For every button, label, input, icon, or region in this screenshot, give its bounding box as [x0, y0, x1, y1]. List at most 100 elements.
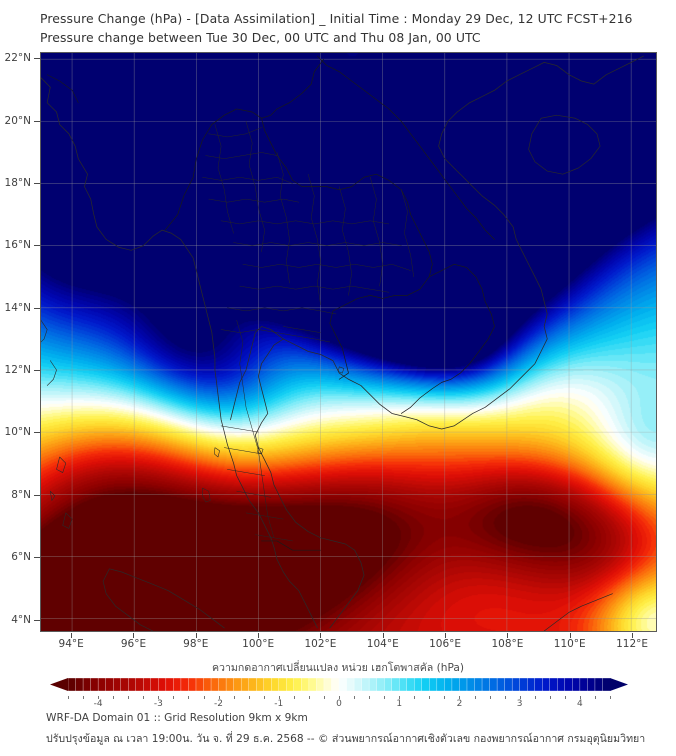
colorbar-minor-tick — [534, 696, 536, 699]
longitude-tick-mark — [195, 633, 197, 638]
longitude-tick-label: 100°E — [242, 638, 275, 650]
longitude-tick-label: 108°E — [491, 638, 524, 650]
colorbar-tick-label: 2 — [456, 699, 463, 709]
latitude-tick-mark — [34, 58, 40, 60]
province-boundary — [242, 264, 411, 271]
province-boundary — [401, 189, 414, 277]
pressure-change-heatmap — [41, 53, 656, 631]
colorbar-minor-tick — [444, 696, 446, 699]
latitude-tick-label: 18°N — [4, 176, 31, 189]
island-nicobar-m — [49, 490, 56, 501]
island-nicobar-s — [62, 512, 73, 529]
longitude-tick-mark — [258, 633, 260, 638]
colorbar-minor-tick — [414, 696, 416, 699]
colorbar-minor-tick — [308, 696, 310, 699]
colorbar-minor-tick — [278, 696, 280, 699]
colorbar-minor-tick — [263, 696, 265, 699]
coastline-sumatra-nw — [102, 568, 154, 631]
colorbar-minor-tick — [489, 696, 491, 699]
border-myanmar-laos-china — [164, 58, 325, 231]
coastline-vietnam-south-china-sea — [282, 55, 644, 430]
latitude-tick-mark — [34, 494, 40, 496]
colorbar-tick-label: 1 — [396, 699, 403, 709]
latitude-tick-mark — [34, 432, 40, 434]
longitude-tick-mark — [382, 633, 384, 638]
latitude-axis: 4°N 6°N 8°N 10°N 12°N 14°N 16°N 18°N 20°N 22°N — [0, 52, 40, 632]
island-andaman-n — [41, 319, 48, 343]
coastline-borneo-nw — [543, 593, 613, 631]
colorbar-tick-label: 3 — [516, 699, 523, 709]
longitude-tick-mark — [71, 633, 73, 638]
longitude-tick-mark — [320, 633, 322, 638]
colorbar-minor-tick — [474, 696, 476, 699]
colorbar-minor-tick — [579, 696, 581, 699]
colorbar-minor-tick — [128, 696, 130, 699]
colorbar-minor-tick — [354, 696, 356, 699]
colorbar-minor-tick — [188, 696, 190, 699]
colorbar-tick-label: -2 — [214, 699, 224, 709]
latitude-tick-mark — [34, 619, 40, 621]
colorbar-minor-tick — [248, 696, 250, 699]
province-boundary — [220, 220, 390, 225]
coastline-andaman-west — [41, 77, 318, 629]
latitude-tick-label: 22°N — [4, 52, 31, 65]
latitude-tick-label: 20°N — [4, 114, 31, 127]
longitude-tick-label: 104°E — [366, 638, 399, 650]
footer-credit: ปรับปรุงข้อมูล ณ เวลา 19:00น. วัน จ. ที่… — [46, 733, 646, 745]
colorbar-min-arrow — [50, 678, 68, 691]
border-bangladesh-myanmar — [46, 74, 79, 104]
colorbar-minor-tick — [504, 696, 506, 699]
colorbar-minor-tick — [369, 696, 371, 699]
province-boundary — [224, 447, 262, 455]
colorbar-max-arrow — [610, 678, 628, 691]
longitude-tick-mark — [507, 633, 509, 638]
colorbar-minor-tick — [519, 696, 521, 699]
colorbar-minor-tick — [564, 696, 566, 699]
longitude-tick-label: 106°E — [429, 638, 462, 650]
longitude-tick-label: 112°E — [616, 638, 649, 650]
colorbar-minor-tick — [158, 696, 160, 699]
coastline-gulf-of-thailand-west — [230, 326, 365, 629]
longitude-tick-label: 110°E — [553, 638, 586, 650]
footer-domain-info: WRF-DA Domain 01 :: Grid Resolution 9km … — [46, 712, 308, 724]
latitude-tick-label: 10°N — [4, 426, 31, 439]
coastline-sumatra-ne — [109, 568, 225, 629]
colorbar-tick-label: 4 — [577, 699, 583, 709]
colorbar-minor-tick — [173, 696, 175, 699]
colorbar-minor-tick — [323, 696, 325, 699]
colorbar-minor-tick — [594, 696, 596, 699]
longitude-tick-mark — [445, 633, 447, 638]
figure-title-block: Pressure Change (hPa) - [Data Assimilati… — [40, 9, 660, 47]
latitude-tick-mark — [34, 557, 40, 559]
province-boundary — [227, 469, 265, 476]
province-boundary — [236, 490, 272, 498]
province-boundary — [205, 152, 278, 159]
colorbar-minor-tick — [68, 696, 69, 699]
latitude-tick-label: 6°N — [11, 551, 31, 564]
colorbar-ticks: -4 -3 -2 -1 0 1 2 3 4 — [50, 696, 628, 711]
longitude-tick-label: 98°E — [183, 638, 209, 650]
island-chang — [337, 366, 345, 374]
longitude-tick-mark — [632, 633, 634, 638]
latitude-tick-label: 16°N — [4, 239, 31, 252]
colorbar-tick-label: -1 — [274, 699, 284, 709]
latitude-tick-mark — [34, 307, 40, 309]
map-overlay — [41, 53, 656, 631]
latitude-tick-mark — [34, 182, 40, 184]
longitude-tick-label: 96°E — [120, 638, 147, 650]
colorbar-minor-tick — [384, 696, 386, 699]
figure-title-line-2: Pressure change between Tue 30 Dec, 00 U… — [40, 30, 481, 45]
colorbar-minor-tick — [459, 696, 461, 699]
latitude-tick-mark — [34, 245, 40, 247]
colorbar-tick-label: 0 — [336, 699, 342, 709]
province-boundary — [239, 285, 390, 293]
colorbar-minor-tick — [610, 696, 611, 699]
latitude-tick-label: 4°N — [11, 613, 31, 626]
province-boundary — [255, 534, 293, 542]
colorbar-minor-tick — [293, 696, 295, 699]
border-cambodia-vietnam — [400, 263, 495, 414]
colorbar-minor-tick — [83, 696, 85, 699]
colorbar-caption: ความกดอากาศเปลี่ยนแปลง หน่วย เฮกโตพาสคัล… — [211, 662, 465, 674]
figure-title-line-1: Pressure Change (hPa) - [Data Assimilati… — [40, 11, 633, 26]
latitude-tick-label: 14°N — [4, 301, 31, 314]
